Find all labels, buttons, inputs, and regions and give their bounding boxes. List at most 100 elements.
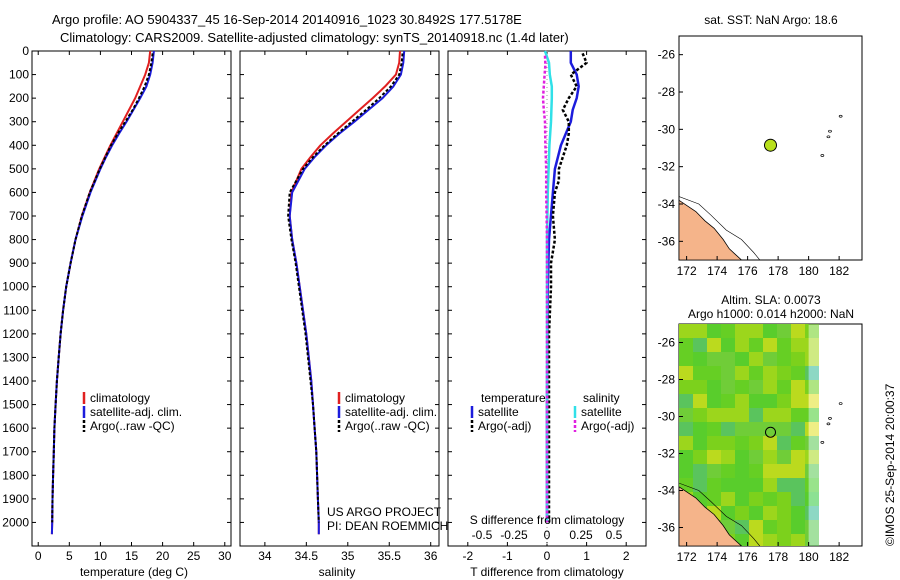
x-tick-label: 25 <box>187 549 201 563</box>
y-tick-label: 2000 <box>2 515 29 529</box>
difference-legend: temperature salinity satellite Argo(-adj… <box>470 391 634 433</box>
sla-cell <box>735 380 749 394</box>
y-tick-label: 0 <box>22 44 29 58</box>
y-tick-label: 1800 <box>2 468 29 482</box>
new-zealand-coast <box>679 482 761 546</box>
sla-cell <box>791 478 805 492</box>
y-tick-label: 1600 <box>2 421 29 435</box>
sla-cell <box>693 380 707 394</box>
sst-map-frame <box>678 35 863 261</box>
x-tick-label: 36 <box>424 549 438 563</box>
sla-cell <box>749 436 763 450</box>
sla-cell <box>679 478 693 492</box>
sla-map-plot: 172 174 176 178 180 182 -26 -28 -30 -32 -34 -36 <box>658 324 849 564</box>
sla-cell <box>777 464 791 478</box>
x-tick-label: 10 <box>94 549 108 563</box>
sla-cell <box>721 478 735 492</box>
sla-cell <box>805 338 819 352</box>
legend-label-t-argo: Argo(-adj) <box>478 419 531 433</box>
sla-cell <box>679 380 693 394</box>
credit-pi: PI: DEAN ROEMMICH <box>327 519 448 533</box>
sla-cell <box>805 506 819 520</box>
argo-float-marker <box>765 426 776 438</box>
y-tick-label: 1900 <box>2 492 29 506</box>
sla-cell <box>735 338 749 352</box>
sla-cell <box>721 324 735 338</box>
x-tick-label: 34.5 <box>295 549 319 563</box>
y-tick-label: 1400 <box>2 374 29 388</box>
island <box>826 135 831 139</box>
sla-cell <box>777 380 791 394</box>
y-tick-label: 200 <box>9 91 29 105</box>
y-tick-label: 500 <box>9 162 29 176</box>
sla-cell <box>679 450 693 464</box>
y-tick-label: 1300 <box>2 350 29 364</box>
map-x-tick-label: 174 <box>707 264 727 278</box>
map-y-tick-label: -32 <box>658 447 676 461</box>
y-tick-label: 1000 <box>2 280 29 294</box>
sla-cell <box>805 450 819 464</box>
s-difference-ticks: -0.5 -0.25 0 0.25 0.5 <box>472 528 623 542</box>
sla-cell <box>707 408 721 422</box>
sla-cell <box>791 506 805 520</box>
sst-map-plot: 172 174 176 178 180 182 -26 -28 -30 -32 -34 -36 <box>658 48 850 278</box>
sla-cell <box>721 394 735 408</box>
island <box>820 441 825 444</box>
map-x-tick-label: 182 <box>829 264 849 278</box>
sla-cell <box>805 352 819 366</box>
y-tick-label: 300 <box>9 115 29 129</box>
sla-cell <box>707 324 721 338</box>
sla-cell <box>707 366 721 380</box>
island <box>828 129 832 133</box>
sla-cell <box>749 394 763 408</box>
sla-cell <box>749 478 763 492</box>
depth-contour <box>679 482 761 546</box>
sla-cell <box>791 324 805 338</box>
sla-cell <box>805 478 819 492</box>
temperature-panel-frame <box>31 50 232 547</box>
s-tick-label: 0.25 <box>569 528 593 542</box>
sla-cell <box>763 366 777 380</box>
salinity-plot: 34 34.5 35 35.5 36 <box>240 50 439 563</box>
x-tick-label: 1 <box>583 549 590 563</box>
map-x-tick-label: 174 <box>707 550 727 564</box>
sla-cell <box>763 380 777 394</box>
map-x-tick-label: 176 <box>738 550 758 564</box>
sla-cell <box>693 324 707 338</box>
sla-cell <box>805 464 819 478</box>
island <box>838 402 843 405</box>
x-tick-label: 35.5 <box>378 549 402 563</box>
map-x-tick-label: 180 <box>799 264 819 278</box>
sla-cell <box>791 492 805 506</box>
sla-cell <box>763 436 777 450</box>
sla-cell <box>693 478 707 492</box>
sla-cell <box>777 324 791 338</box>
x-tick-label: 5 <box>66 549 73 563</box>
sla-cell <box>693 338 707 352</box>
sla-cell <box>721 492 735 506</box>
argo-float-marker <box>764 138 777 152</box>
sla-cell <box>749 338 763 352</box>
sla-cell <box>763 338 777 352</box>
difference-plot: -2 -1 0 1 2 <box>448 50 646 563</box>
sla-cell <box>707 436 721 450</box>
y-tick-label: 1500 <box>2 398 29 412</box>
land-mass <box>679 486 743 546</box>
sla-cell <box>679 422 693 436</box>
sla-cell <box>693 450 707 464</box>
sla-cell <box>721 464 735 478</box>
sla-cell <box>805 520 819 534</box>
sla-cell <box>777 450 791 464</box>
y-tick-label: 600 <box>9 185 29 199</box>
sla-cell <box>763 506 777 520</box>
sla-cell <box>749 520 763 534</box>
sla-cell <box>735 422 749 436</box>
x-tick-label: 0 <box>35 549 42 563</box>
sla-cell <box>707 464 721 478</box>
header-line-2: Climatology: CARS2009. Satellite-adjuste… <box>60 30 569 45</box>
sla-cell <box>791 394 805 408</box>
legend-title-temperature: temperature <box>481 391 546 405</box>
legend-label-satellite: satellite-adj. clim. <box>345 405 437 419</box>
sla-cell <box>777 366 791 380</box>
sla-cell <box>777 492 791 506</box>
